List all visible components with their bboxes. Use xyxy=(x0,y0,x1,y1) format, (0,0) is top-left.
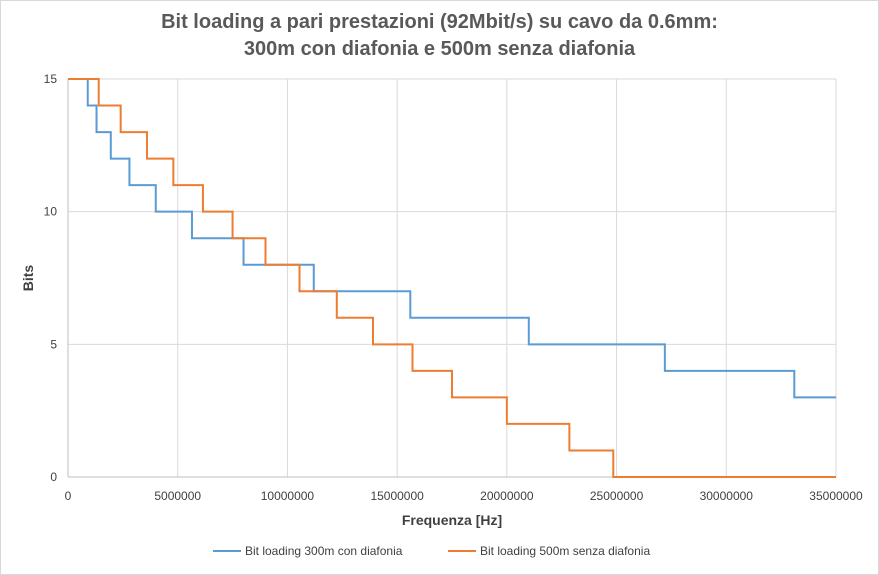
y-tick-label: 15 xyxy=(44,72,58,86)
x-tick-label: 30000000 xyxy=(700,489,754,503)
x-tick-label: 20000000 xyxy=(480,489,534,503)
x-tick-label: 5000000 xyxy=(154,489,201,503)
legend-label: Bit loading 300m con diafonia xyxy=(245,544,403,558)
axes xyxy=(67,79,836,478)
y-tick-label: 10 xyxy=(44,205,58,219)
series-line-blue xyxy=(68,78,836,399)
y-tick-label: 5 xyxy=(50,337,57,351)
x-tick-label: 15000000 xyxy=(370,489,424,503)
chart-title-line-2: 300m con diafonia e 500m senza diafonia xyxy=(243,38,636,60)
x-tick-label: 25000000 xyxy=(590,489,644,503)
legend-label: Bit loading 500m senza diafonia xyxy=(480,544,650,558)
chart-title: Bit loading a pari prestazioni (92Mbit/s… xyxy=(1,9,878,63)
x-axis-title: Frequenza [Hz] xyxy=(402,512,502,528)
y-axis-title: Bits xyxy=(20,265,36,292)
x-tick-label: 10000000 xyxy=(261,489,315,503)
legend: Bit loading 300m con diafonia Bit loading… xyxy=(213,544,650,558)
series-line-orange xyxy=(68,78,836,478)
y-tick-label: 0 xyxy=(50,470,57,484)
chart-title-line-1: Bit loading a pari prestazioni (92Mbit/s… xyxy=(161,11,718,33)
x-tick-label: 0 xyxy=(65,489,72,503)
gridlines xyxy=(68,78,837,477)
series-layer xyxy=(68,78,836,478)
tick-labels: 0 5000000 10000000 15000000 20000000 25000000… xyxy=(44,72,863,503)
x-tick-label: 35000000 xyxy=(809,489,863,503)
